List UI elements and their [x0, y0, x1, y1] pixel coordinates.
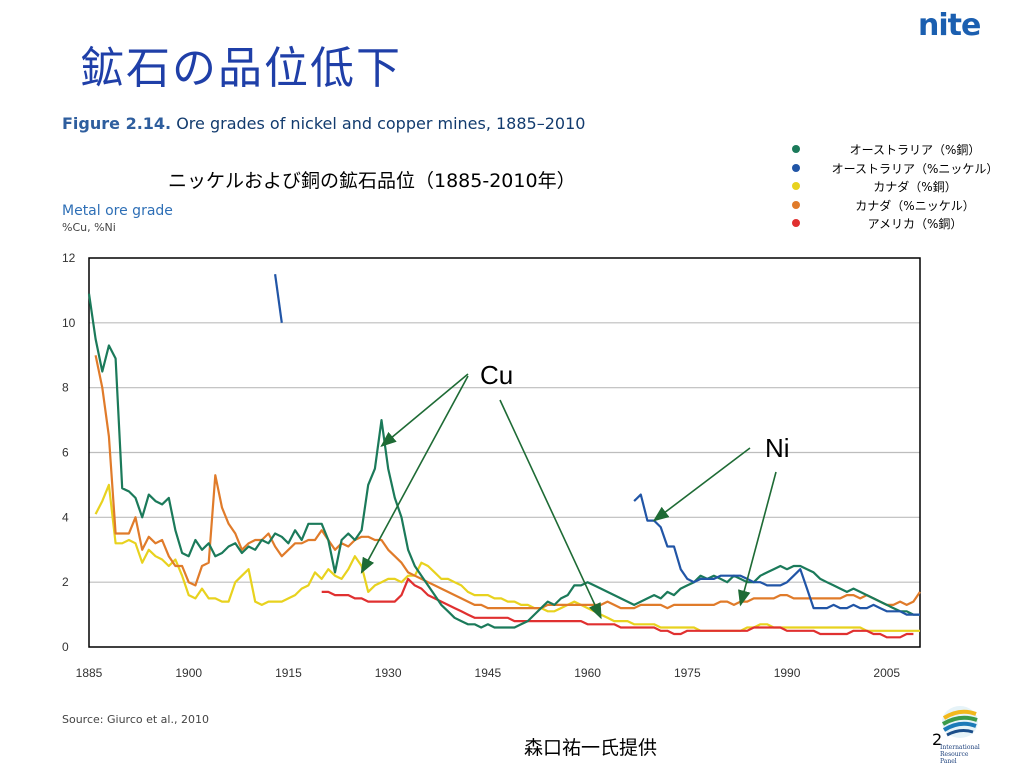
y-axis-label: Metal ore grade	[62, 203, 173, 219]
irp-logo-text: International Resource Panel	[940, 744, 980, 765]
x-tick-label: 1945	[475, 666, 502, 680]
legend-item: オーストラリア（%銅）	[780, 140, 1020, 159]
annotation-arrow	[499, 399, 602, 620]
x-tick-label: 1990	[774, 666, 801, 680]
legend-label: オーストラリア（%ニッケル）	[831, 161, 999, 176]
legend-marker	[792, 163, 800, 172]
series-line	[94, 355, 921, 610]
legend-marker	[792, 182, 800, 190]
x-tick-label: 1900	[175, 666, 202, 680]
series-line	[633, 493, 920, 616]
legend-item: カナダ（%ニッケル）	[780, 196, 1020, 215]
y-tick-label: 0	[62, 640, 69, 654]
y-tick-label: 8	[62, 381, 69, 395]
x-tick-label: 1975	[674, 666, 701, 680]
x-tick-label: 1885	[76, 666, 103, 680]
legend-item: オーストラリア（%ニッケル）	[780, 159, 1020, 178]
page-title: 鉱石の品位低下	[80, 43, 402, 94]
annotation-arrow	[652, 447, 751, 522]
x-tick-label: 1930	[375, 666, 402, 680]
legend-label: オーストラリア（%銅）	[849, 143, 981, 157]
y-axis-unit: %Cu, %Ni	[62, 221, 116, 234]
chart-subtitle: ニッケルおよび銅の鉱石品位（1885-2010年）	[168, 170, 576, 192]
irp-text-line: International	[940, 744, 980, 751]
y-tick-label: 10	[62, 316, 76, 330]
source-note: Source: Giurco et al., 2010	[62, 713, 209, 726]
y-tick-label: 6	[62, 446, 69, 460]
legend-item: カナダ（%銅）	[780, 177, 1020, 196]
y-tick-label: 12	[62, 251, 76, 265]
chart-legend: オーストラリア（%銅） オーストラリア（%ニッケル） カナダ（%銅） カナダ（%…	[780, 140, 1020, 233]
irp-logo-icon	[941, 706, 978, 738]
page-number: 2	[932, 730, 943, 749]
figure-title-text: Ore grades of nickel and copper mines, 1…	[171, 114, 586, 133]
irp-text-line: Resource	[940, 751, 969, 758]
irp-text-line: Panel	[940, 758, 957, 765]
credit-text: 森口祐一氏提供	[524, 737, 658, 759]
annotation-label: Ni	[765, 433, 790, 463]
annotation-label: Cu	[480, 360, 513, 390]
x-tick-label: 1915	[275, 666, 302, 680]
plot-frame	[88, 257, 921, 648]
series-line	[87, 293, 920, 629]
x-tick-label: 1960	[574, 666, 601, 680]
series-line	[274, 274, 283, 323]
annotation-arrow	[738, 471, 777, 607]
figure-title: Figure 2.14. Ore grades of nickel and co…	[62, 114, 585, 133]
legend-label: アメリカ（%銅）	[867, 217, 963, 231]
legend-label: カナダ（%銅）	[873, 180, 957, 194]
annotation-arrow	[380, 373, 469, 448]
series-line	[321, 577, 914, 639]
legend-item: アメリカ（%銅）	[780, 214, 1020, 233]
legend-marker	[792, 200, 800, 209]
legend-label: カナダ（%ニッケル）	[855, 198, 975, 213]
nite-logo: nite	[918, 8, 981, 43]
figure-label: Figure 2.14.	[62, 114, 172, 133]
annotation-arrow	[360, 375, 469, 574]
x-tick-label: 2005	[873, 666, 900, 680]
legend-marker	[792, 219, 800, 227]
legend-marker	[792, 145, 800, 153]
y-tick-label: 4	[62, 510, 69, 524]
y-tick-label: 2	[62, 575, 69, 589]
